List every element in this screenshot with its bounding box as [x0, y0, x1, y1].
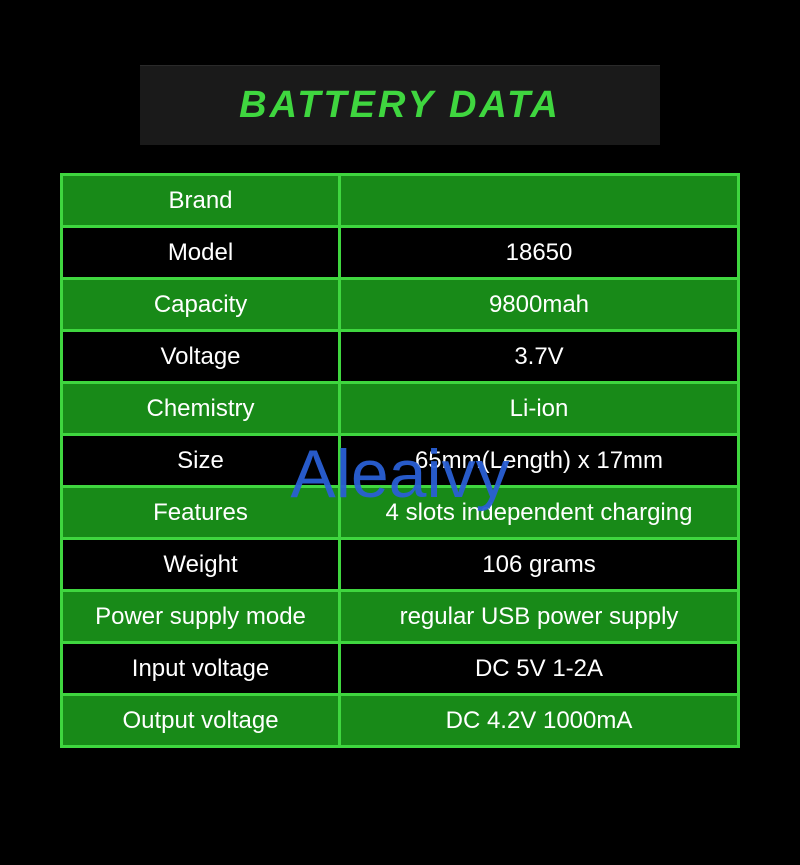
row-label-capacity: Capacity [63, 280, 341, 329]
row-value-features: 4 slots independent charging [341, 488, 737, 537]
row-label-brand: Brand [63, 176, 341, 225]
table-row: Size 65mm(Length) x 17mm [63, 436, 737, 488]
row-value-capacity: 9800mah [341, 280, 737, 329]
row-label-model: Model [63, 228, 341, 277]
title-banner: BATTERY DATA [140, 65, 660, 145]
row-label-size: Size [63, 436, 341, 485]
row-value-output-voltage: DC 4.2V 1000mA [341, 696, 737, 745]
row-value-power-supply-mode: regular USB power supply [341, 592, 737, 641]
row-label-voltage: Voltage [63, 332, 341, 381]
table-row: Model 18650 [63, 228, 737, 280]
table-row: Power supply mode regular USB power supp… [63, 592, 737, 644]
row-value-chemistry: Li-ion [341, 384, 737, 433]
table-row: Features 4 slots independent charging [63, 488, 737, 540]
table-row: Chemistry Li-ion [63, 384, 737, 436]
row-label-input-voltage: Input voltage [63, 644, 341, 693]
table-row: Capacity 9800mah [63, 280, 737, 332]
spec-table: Brand Model 18650 Capacity 9800mah Volta… [60, 173, 740, 748]
row-value-weight: 106 grams [341, 540, 737, 589]
table-row: Brand [63, 176, 737, 228]
table-row: Output voltage DC 4.2V 1000mA [63, 696, 737, 748]
row-label-weight: Weight [63, 540, 341, 589]
row-value-brand [341, 176, 737, 225]
row-value-size: 65mm(Length) x 17mm [341, 436, 737, 485]
row-label-features: Features [63, 488, 341, 537]
table-row: Voltage 3.7V [63, 332, 737, 384]
table-row: Input voltage DC 5V 1-2A [63, 644, 737, 696]
row-value-input-voltage: DC 5V 1-2A [341, 644, 737, 693]
row-value-model: 18650 [341, 228, 737, 277]
row-label-chemistry: Chemistry [63, 384, 341, 433]
table-row: Weight 106 grams [63, 540, 737, 592]
row-value-voltage: 3.7V [341, 332, 737, 381]
row-label-output-voltage: Output voltage [63, 696, 341, 745]
page-title: BATTERY DATA [239, 84, 561, 126]
row-label-power-supply-mode: Power supply mode [63, 592, 341, 641]
